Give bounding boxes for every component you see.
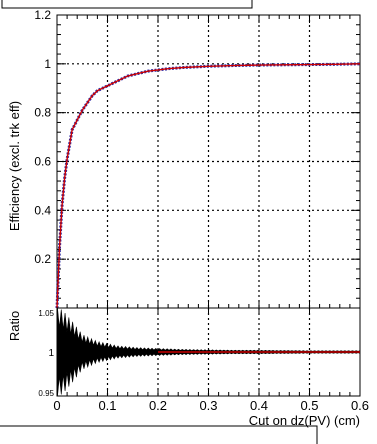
ratio-y-tick-label: 1 (48, 348, 54, 359)
x-tick-label: 0.5 (300, 398, 318, 413)
main-y-tick-label: 1.2 (34, 8, 51, 22)
ratio-y-axis-label: Ratio (7, 311, 22, 341)
main-y-tick-label: 0.6 (34, 155, 51, 169)
ratio-ytick-labels: 0.95 1 1.05 (38, 309, 54, 398)
top-box-fragment (1, 0, 253, 9)
ratio-y-tick-label: 0.95 (38, 389, 54, 398)
ratio-y-tick-label: 1.05 (38, 309, 54, 318)
x-axis-label: Cut on dz(PV) (cm) (249, 413, 360, 428)
x-tick-label: 0.4 (250, 398, 268, 413)
ratio-panel: 0.95 1 1.05 0 0.1 0.2 0.3 0.4 0.5 0.6 Ratio Cut … (7, 307, 369, 428)
x-tick-label: 0.3 (199, 398, 217, 413)
main-y-tick-label: 0.4 (34, 203, 51, 217)
x-tick-label: 0 (53, 398, 60, 413)
bottom-box-fragment (0, 425, 318, 444)
main-y-tick-label: 0.2 (34, 252, 51, 266)
main-panel: 0.2 0.4 0.6 0.8 1 1.2 Efficiency (excl. trk e… (7, 8, 361, 309)
main-y-tick-label: 0.8 (34, 106, 51, 120)
x-tick-labels: 0 0.1 0.2 0.3 0.4 0.5 0.6 (53, 398, 369, 413)
main-y-tick-label: 1 (44, 57, 51, 71)
main-ticks (56, 14, 361, 309)
ratio-series (57, 307, 361, 397)
main-series-line (56, 63, 361, 309)
x-tick-label: 0.6 (351, 398, 369, 413)
main-y-axis-label: Efficiency (excl. trk eff) (7, 101, 22, 231)
main-series (55, 62, 361, 309)
main-ytick-labels: 0.2 0.4 0.6 0.8 1 1.2 (34, 8, 51, 266)
x-tick-label: 0.1 (98, 398, 116, 413)
main-grid (57, 15, 360, 308)
x-tick-label: 0.2 (149, 398, 167, 413)
